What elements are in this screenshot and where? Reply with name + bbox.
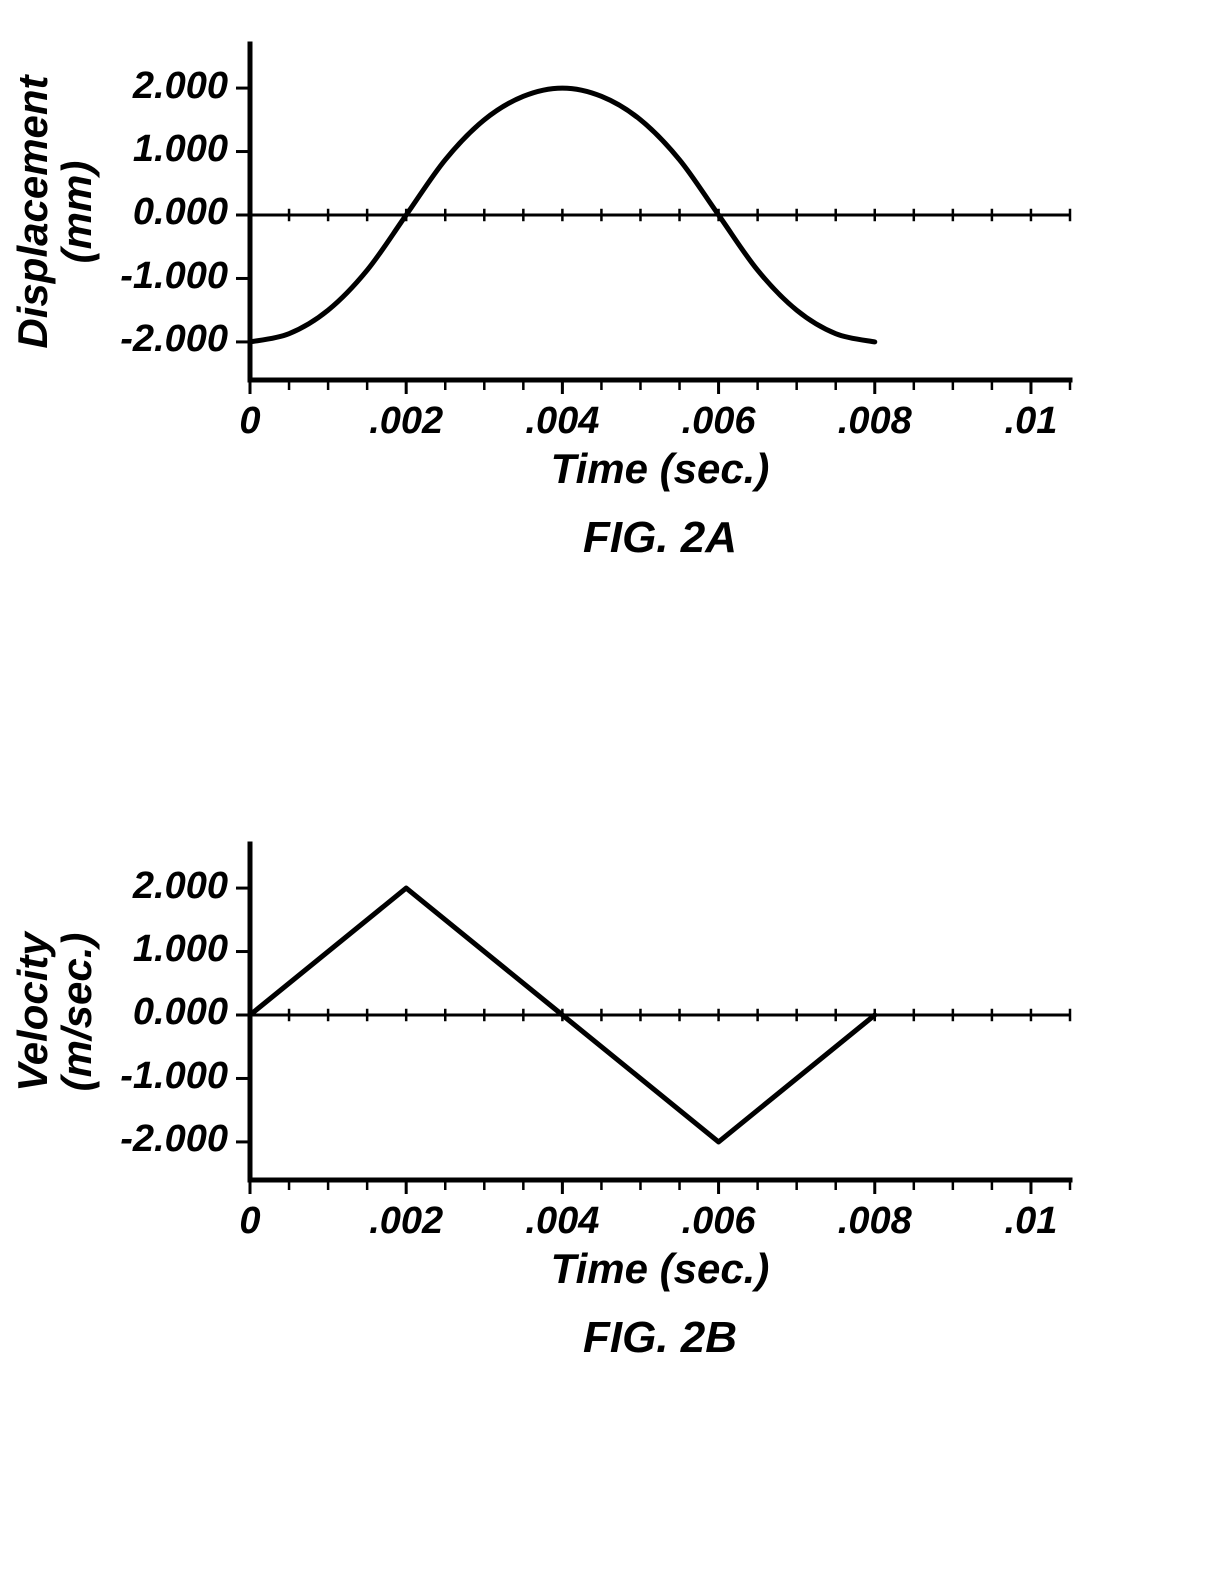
y-tick-label: 2.000 xyxy=(133,865,228,908)
chart-2a-ylabel-line2: (mm) xyxy=(53,47,101,377)
x-tick-label: 0 xyxy=(190,400,310,443)
x-tick-label: .002 xyxy=(346,1200,466,1243)
chart-2b-xlabel: Time (sec.) xyxy=(250,1245,1070,1293)
x-tick-label: .008 xyxy=(815,1200,935,1243)
x-tick-label: .004 xyxy=(502,400,622,443)
chart-2a-caption: FIG. 2A xyxy=(250,513,1070,563)
y-tick-label: -1.000 xyxy=(120,255,228,298)
y-tick-label: 1.000 xyxy=(133,128,228,171)
y-tick-label: 0.000 xyxy=(133,191,228,234)
x-tick-label: 0 xyxy=(190,1200,310,1243)
x-tick-label: .008 xyxy=(815,400,935,443)
y-tick-label: -1.000 xyxy=(120,1055,228,1098)
y-tick-label: -2.000 xyxy=(120,318,228,361)
y-tick-label: -2.000 xyxy=(120,1118,228,1161)
y-tick-label: 1.000 xyxy=(133,928,228,971)
figure-2b: Velocity (m/sec.) Time (sec.) FIG. 2B -2… xyxy=(0,830,1217,1410)
y-tick-label: 2.000 xyxy=(133,65,228,108)
x-tick-label: .01 xyxy=(971,1200,1091,1243)
x-tick-label: .006 xyxy=(659,1200,779,1243)
chart-2b-ylabel-line2: (m/sec.) xyxy=(53,847,101,1177)
x-tick-label: .004 xyxy=(502,1200,622,1243)
y-tick-label: 0.000 xyxy=(133,991,228,1034)
chart-2b-caption: FIG. 2B xyxy=(250,1313,1070,1363)
x-tick-label: .01 xyxy=(971,400,1091,443)
chart-2a-xlabel: Time (sec.) xyxy=(250,445,1070,493)
x-tick-label: .002 xyxy=(346,400,466,443)
chart-2b-ylabel-line1: Velocity xyxy=(9,847,57,1177)
figure-2a: Displacement (mm) Time (sec.) FIG. 2A -2… xyxy=(0,30,1217,610)
chart-2a-ylabel-line1: Displacement xyxy=(9,47,57,377)
x-tick-label: .006 xyxy=(659,400,779,443)
